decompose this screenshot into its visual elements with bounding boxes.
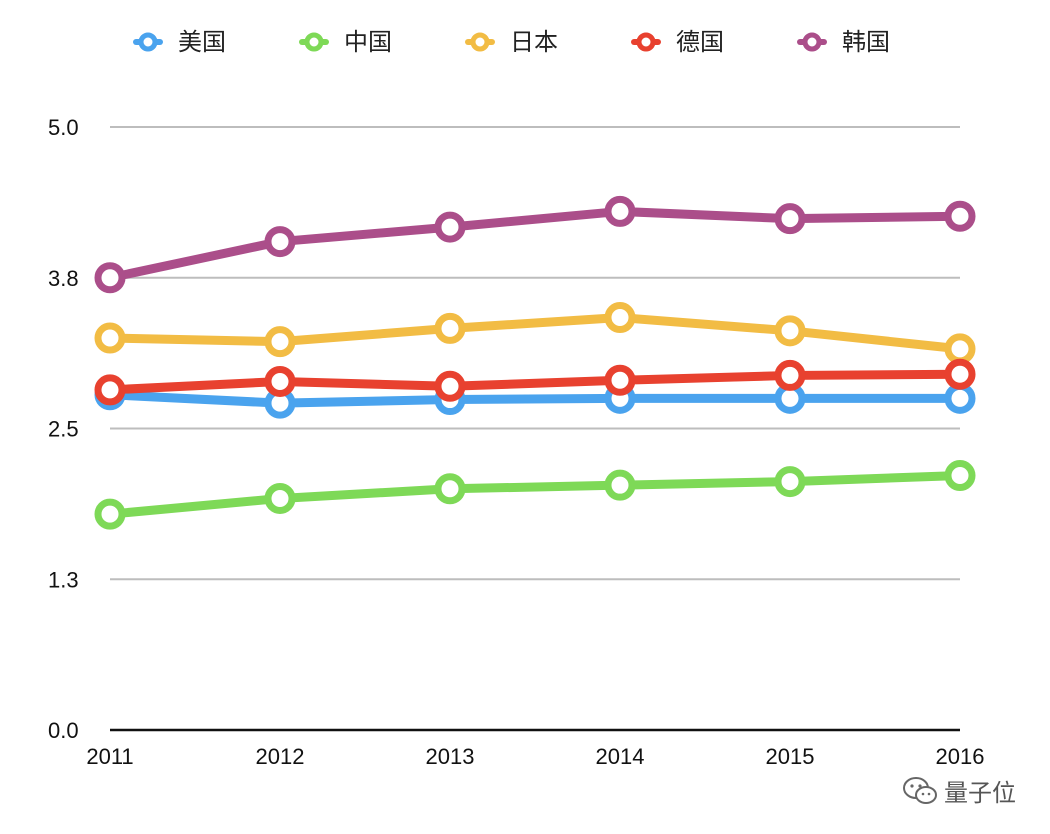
data-point — [94, 374, 126, 406]
data-point — [434, 312, 466, 344]
series-中国 — [94, 460, 976, 530]
data-point — [434, 370, 466, 402]
data-point — [944, 460, 976, 492]
legend-item: 美国 — [133, 28, 226, 56]
legend-marker — [802, 32, 822, 52]
legend-item: 日本 — [465, 28, 558, 56]
grid-lines — [110, 126, 960, 732]
x-tick-label: 2014 — [596, 744, 645, 769]
legend-item: 德国 — [631, 28, 724, 56]
legend-label: 德国 — [676, 28, 724, 56]
series-德国 — [94, 358, 976, 406]
legend: 美国 中国 日本 德国 韩国 — [133, 28, 890, 56]
x-tick-label: 2011 — [86, 744, 133, 769]
x-axis-ticks: 2011 2012 2013 2014 2015 2016 — [86, 744, 984, 769]
series-日本 — [94, 302, 976, 365]
legend-marker — [636, 32, 656, 52]
legend-label: 中国 — [344, 28, 392, 56]
data-point — [774, 203, 806, 235]
series-line — [105, 390, 965, 408]
legend-label: 美国 — [178, 28, 226, 56]
data-point — [944, 200, 976, 232]
y-tick-label: 0.0 — [48, 718, 79, 743]
data-point — [434, 211, 466, 243]
data-point — [944, 358, 976, 390]
legend-marker — [470, 32, 490, 52]
data-point — [604, 302, 636, 334]
data-point — [774, 315, 806, 347]
series-group — [94, 195, 976, 530]
data-point — [604, 364, 636, 396]
legend-label: 日本 — [510, 28, 558, 56]
series-韩国 — [94, 195, 976, 294]
series-line — [105, 471, 965, 519]
data-point — [774, 466, 806, 498]
y-tick-label: 3.8 — [48, 266, 79, 291]
data-point — [604, 469, 636, 501]
data-point — [264, 326, 296, 358]
data-point — [94, 262, 126, 294]
x-tick-label: 2012 — [256, 744, 305, 769]
data-point — [774, 359, 806, 391]
data-point — [264, 226, 296, 258]
series-line — [105, 313, 965, 354]
data-point — [264, 365, 296, 397]
legend-marker — [304, 32, 324, 52]
data-point — [434, 473, 466, 505]
y-tick-label: 5.0 — [48, 115, 79, 140]
data-point — [94, 322, 126, 354]
legend-item: 中国 — [299, 28, 392, 56]
x-tick-label: 2016 — [936, 744, 985, 769]
series-line — [105, 206, 965, 283]
x-tick-label: 2013 — [426, 744, 475, 769]
data-point — [94, 498, 126, 530]
x-tick-label: 2015 — [766, 744, 815, 769]
y-tick-label: 2.5 — [48, 417, 79, 442]
data-point — [264, 482, 296, 514]
y-axis-ticks: 0.0 1.3 2.5 3.8 5.0 — [48, 115, 79, 743]
watermark: 量子位 — [902, 773, 1016, 808]
wechat-icon — [903, 776, 937, 804]
legend-item: 韩国 — [797, 28, 890, 56]
series-line — [105, 369, 965, 395]
y-tick-label: 1.3 — [48, 567, 79, 592]
data-point — [944, 382, 976, 414]
data-point — [604, 195, 636, 227]
watermark-text: 量子位 — [944, 779, 1016, 807]
legend-label: 韩国 — [842, 28, 890, 56]
data-point — [944, 333, 976, 365]
legend-marker — [138, 32, 158, 52]
